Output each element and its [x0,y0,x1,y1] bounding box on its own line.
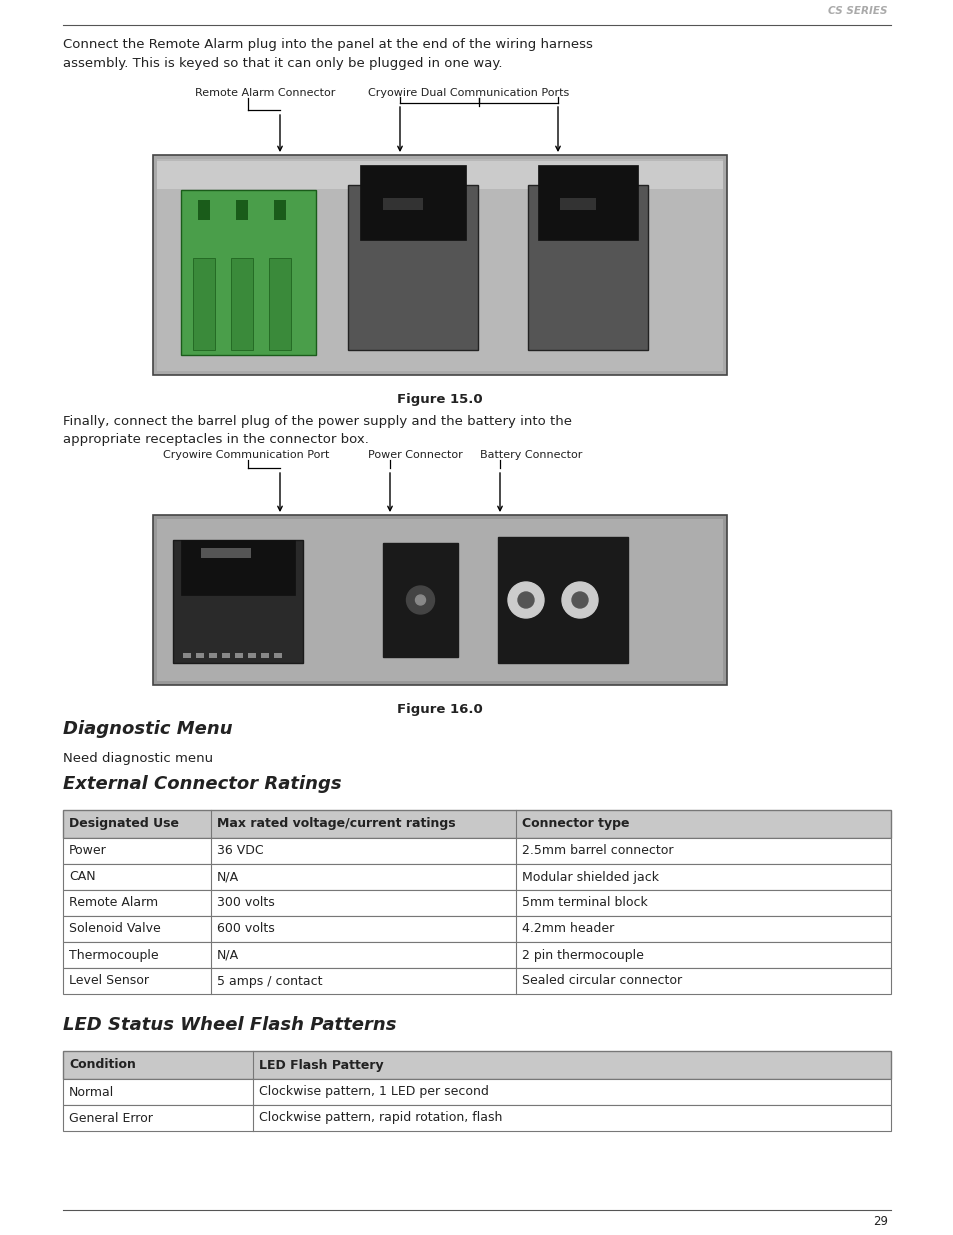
Circle shape [416,595,425,605]
Text: General Error: General Error [69,1112,152,1125]
Text: Condition: Condition [69,1058,135,1072]
Text: Figure 15.0: Figure 15.0 [396,393,482,406]
Text: Normal: Normal [69,1086,114,1098]
Text: Remote Alarm Connector: Remote Alarm Connector [194,88,335,98]
Circle shape [406,585,434,614]
Circle shape [572,592,587,608]
FancyBboxPatch shape [63,1079,890,1105]
FancyBboxPatch shape [152,156,726,375]
Text: Sealed circular connector: Sealed circular connector [521,974,681,988]
Text: LED Status Wheel Flash Patterns: LED Status Wheel Flash Patterns [63,1016,396,1034]
FancyBboxPatch shape [537,165,638,240]
FancyBboxPatch shape [248,653,255,658]
Text: Clockwise pattern, 1 LED per second: Clockwise pattern, 1 LED per second [258,1086,488,1098]
FancyBboxPatch shape [201,548,251,558]
FancyBboxPatch shape [382,543,457,657]
Text: 5 amps / contact: 5 amps / contact [216,974,322,988]
Text: External Connector Ratings: External Connector Ratings [63,776,341,793]
Text: 5mm terminal block: 5mm terminal block [521,897,647,909]
FancyBboxPatch shape [181,540,294,595]
Text: Battery Connector: Battery Connector [479,450,581,459]
FancyBboxPatch shape [63,1105,890,1131]
FancyBboxPatch shape [183,653,191,658]
FancyBboxPatch shape [274,653,282,658]
Text: Max rated voltage/current ratings: Max rated voltage/current ratings [216,818,456,830]
FancyBboxPatch shape [157,519,722,680]
FancyBboxPatch shape [234,653,243,658]
FancyBboxPatch shape [359,165,465,240]
FancyBboxPatch shape [63,810,890,839]
FancyBboxPatch shape [274,200,286,220]
FancyBboxPatch shape [152,515,726,685]
FancyBboxPatch shape [382,198,422,210]
FancyBboxPatch shape [63,1051,890,1079]
Text: CS SERIES: CS SERIES [827,6,887,16]
Circle shape [561,582,598,618]
Text: 600 volts: 600 volts [216,923,274,935]
Text: LED Flash Pattery: LED Flash Pattery [258,1058,383,1072]
FancyBboxPatch shape [63,864,890,890]
Circle shape [517,592,534,608]
FancyBboxPatch shape [198,200,210,220]
Text: Thermocouple: Thermocouple [69,948,158,962]
Text: Diagnostic Menu: Diagnostic Menu [63,720,233,739]
FancyBboxPatch shape [559,198,596,210]
FancyBboxPatch shape [209,653,216,658]
Text: Power Connector: Power Connector [368,450,462,459]
Text: CAN: CAN [69,871,95,883]
Text: Finally, connect the barrel plug of the power supply and the battery into the
ap: Finally, connect the barrel plug of the … [63,415,572,447]
Text: 29: 29 [872,1215,887,1228]
Text: 2 pin thermocouple: 2 pin thermocouple [521,948,643,962]
Text: Connect the Remote Alarm plug into the panel at the end of the wiring harness
as: Connect the Remote Alarm plug into the p… [63,38,592,69]
Text: Modular shielded jack: Modular shielded jack [521,871,659,883]
FancyBboxPatch shape [157,159,722,370]
Text: Cryowire Dual Communication Ports: Cryowire Dual Communication Ports [368,88,569,98]
Text: Clockwise pattern, rapid rotation, flash: Clockwise pattern, rapid rotation, flash [258,1112,502,1125]
FancyBboxPatch shape [193,258,214,350]
FancyBboxPatch shape [63,890,890,916]
FancyBboxPatch shape [172,540,303,663]
Circle shape [507,582,543,618]
FancyBboxPatch shape [527,185,647,350]
Text: N/A: N/A [216,948,239,962]
FancyBboxPatch shape [181,190,315,354]
Text: N/A: N/A [216,871,239,883]
Text: 4.2mm header: 4.2mm header [521,923,614,935]
Text: Need diagnostic menu: Need diagnostic menu [63,752,213,764]
FancyBboxPatch shape [231,258,253,350]
Text: 36 VDC: 36 VDC [216,845,263,857]
FancyBboxPatch shape [63,916,890,942]
Text: Figure 16.0: Figure 16.0 [396,703,482,716]
Text: Designated Use: Designated Use [69,818,179,830]
Text: 2.5mm barrel connector: 2.5mm barrel connector [521,845,673,857]
Text: Power: Power [69,845,107,857]
FancyBboxPatch shape [63,968,890,994]
FancyBboxPatch shape [235,200,248,220]
FancyBboxPatch shape [497,537,627,663]
FancyBboxPatch shape [63,839,890,864]
FancyBboxPatch shape [348,185,477,350]
FancyBboxPatch shape [195,653,204,658]
Text: Remote Alarm: Remote Alarm [69,897,158,909]
FancyBboxPatch shape [63,942,890,968]
FancyBboxPatch shape [261,653,269,658]
Text: Solenoid Valve: Solenoid Valve [69,923,161,935]
FancyBboxPatch shape [222,653,230,658]
Text: Connector type: Connector type [521,818,629,830]
Text: Cryowire Communication Port: Cryowire Communication Port [163,450,329,459]
FancyBboxPatch shape [269,258,291,350]
FancyBboxPatch shape [157,161,722,189]
Text: Level Sensor: Level Sensor [69,974,149,988]
Text: 300 volts: 300 volts [216,897,274,909]
